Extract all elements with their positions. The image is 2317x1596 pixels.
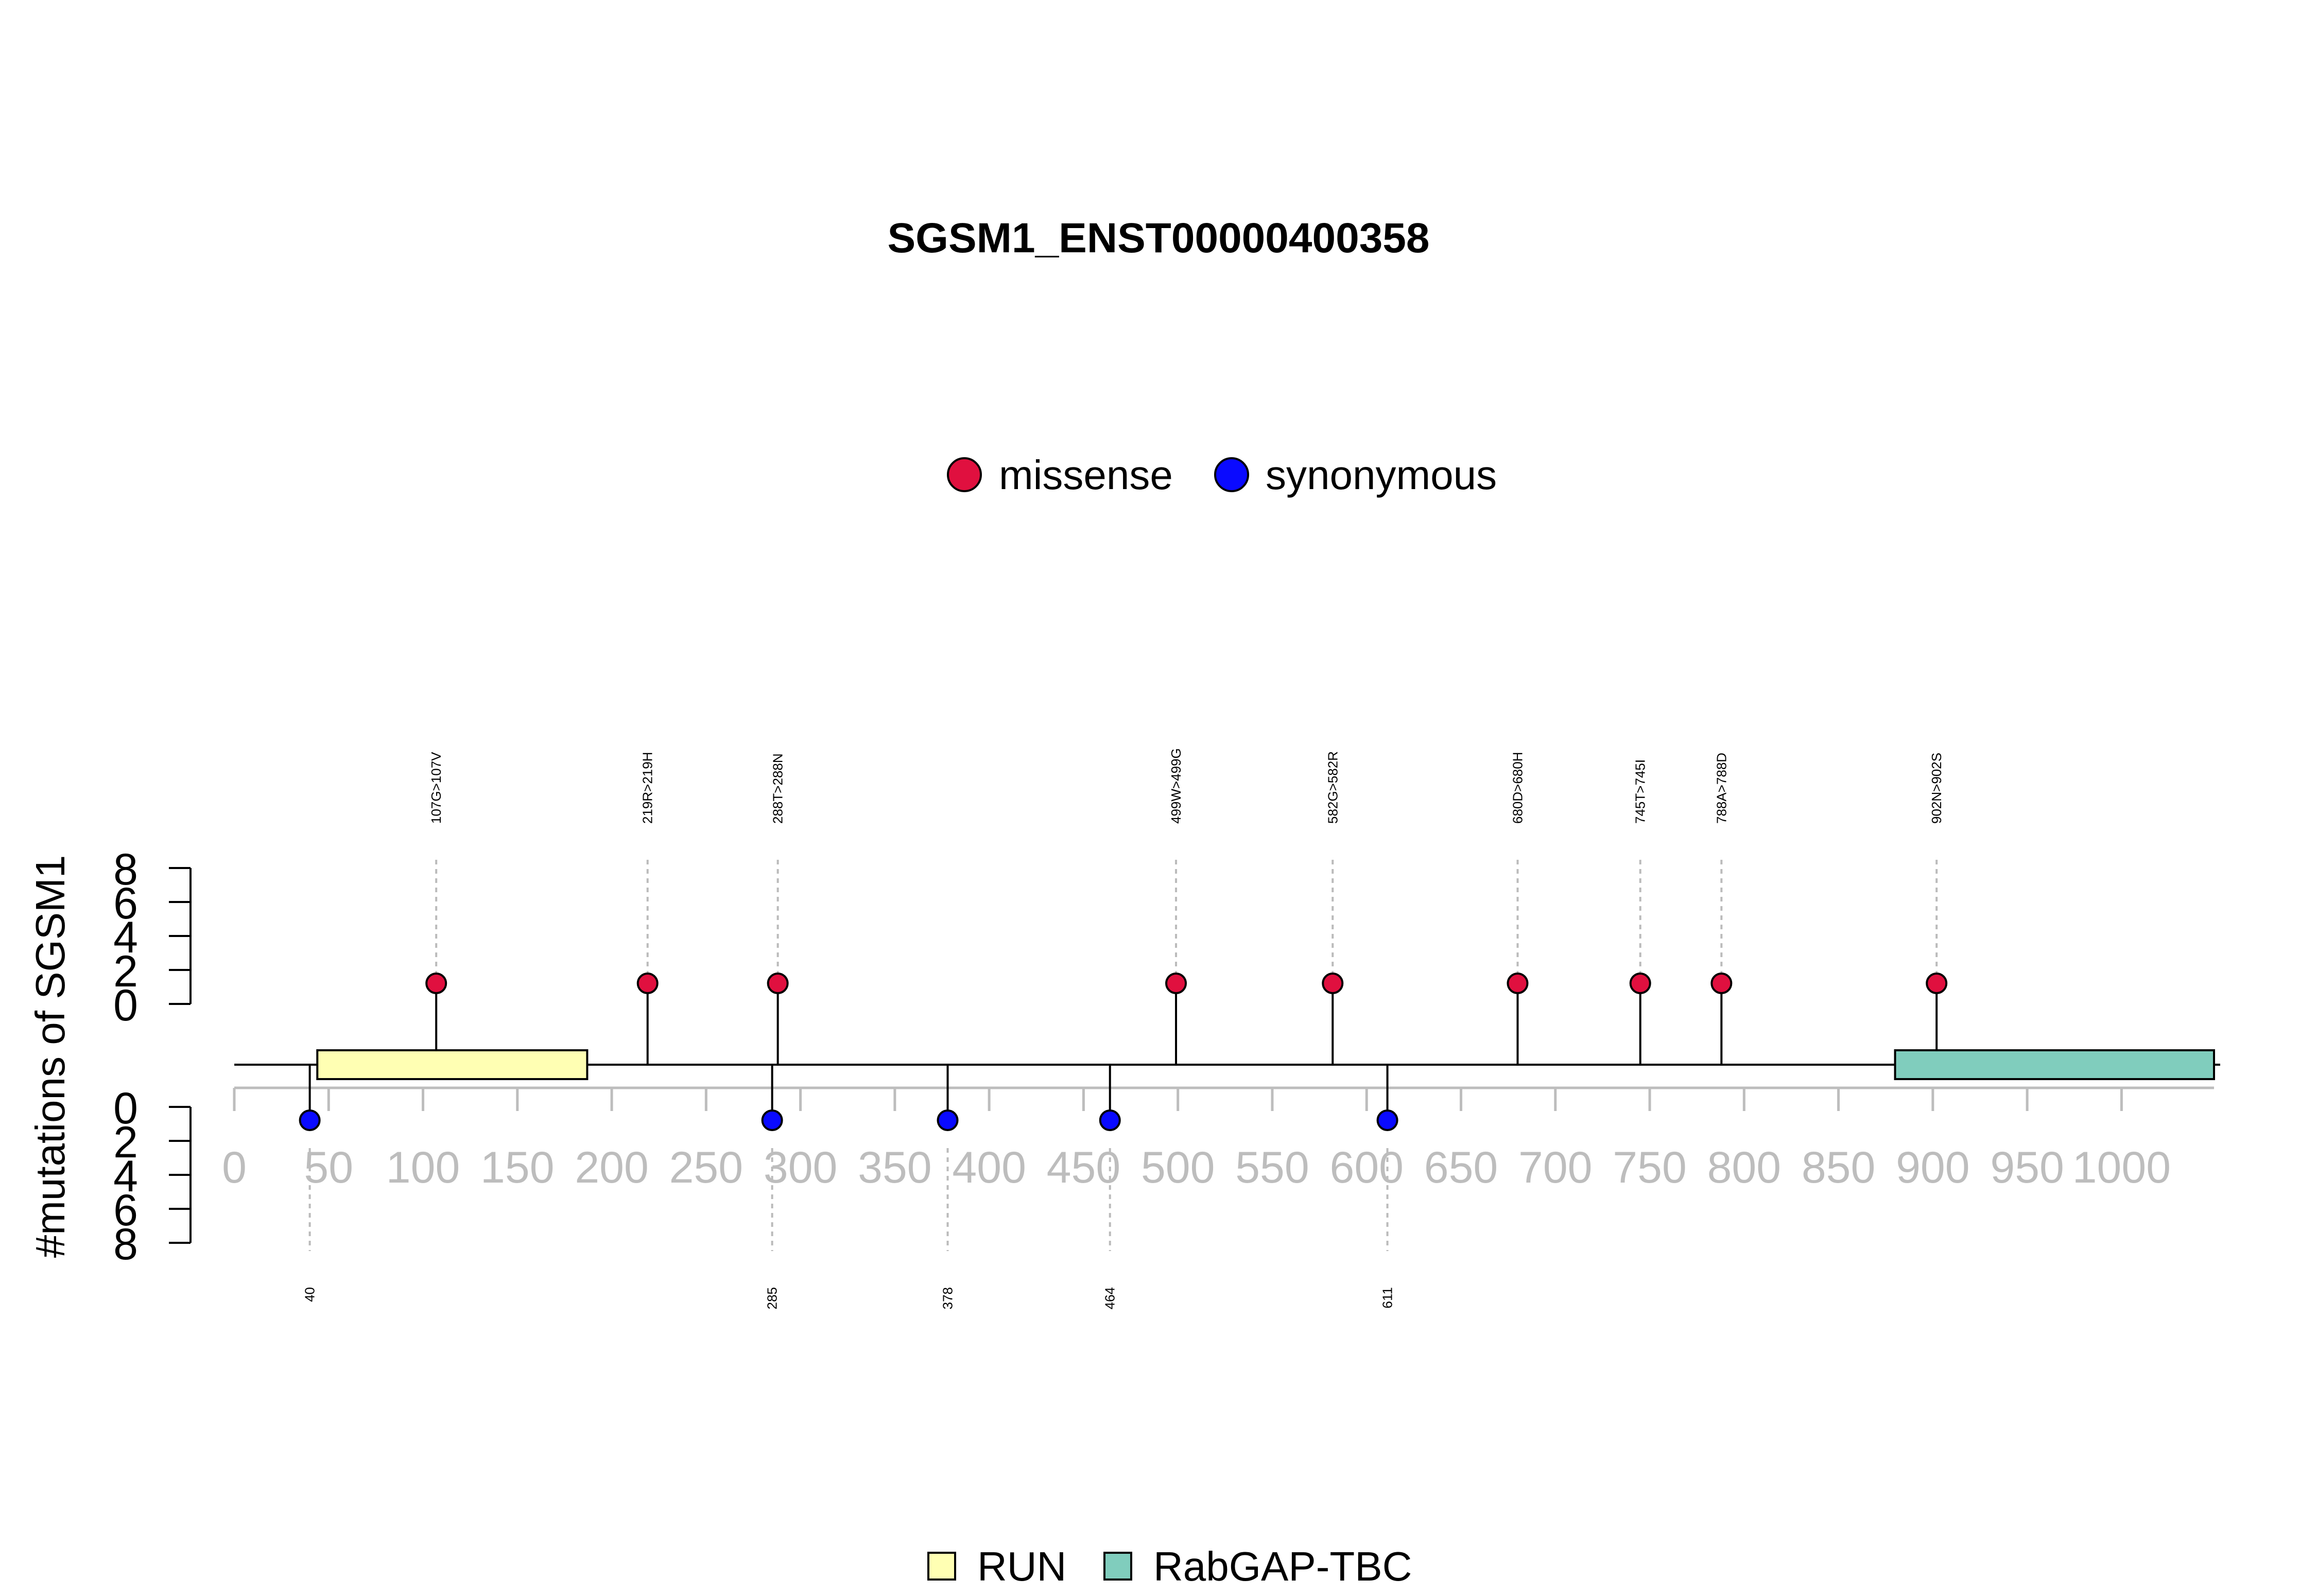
synonymous-point — [299, 1109, 321, 1131]
y-axis-label: #mutations of SGSM1 — [27, 855, 73, 1258]
x-tick-label: 650 — [1424, 1143, 1498, 1192]
mutation-legend: missense synonymous — [947, 452, 1497, 498]
synonymous-label: 40 — [302, 1287, 318, 1302]
x-tick-label: 300 — [764, 1143, 838, 1192]
legend-rabgap-tbc-swatch — [1103, 1552, 1132, 1581]
y-tick-label-upper: 0 — [113, 981, 138, 1030]
missense-label: 788A>788D — [1714, 753, 1729, 824]
y-tick-label-lower: 8 — [113, 1220, 138, 1269]
missense-point — [425, 973, 447, 994]
x-tick-label: 350 — [858, 1143, 932, 1192]
missense-label: 107G>107V — [428, 752, 444, 824]
x-tick-label: 600 — [1329, 1143, 1404, 1192]
y-tick-label-lower: 4 — [113, 1152, 138, 1201]
domain-legend: RUN RabGAP-TBC — [927, 1543, 1412, 1589]
missense-label: 288T>288N — [770, 753, 786, 824]
x-tick-label: 750 — [1613, 1143, 1687, 1192]
missense-point — [1165, 973, 1187, 994]
lollipop-heads — [299, 973, 1948, 1131]
x-axis: 0 50 100 150 200 250 300 350 400 450 500 550 600 650 7… — [222, 1086, 2214, 1192]
domain-rabgap-tbc — [1894, 1049, 2215, 1080]
x-tick-label: 850 — [1802, 1143, 1876, 1192]
x-tick-label: 200 — [575, 1143, 649, 1192]
missense-label: 499W>499G — [1168, 748, 1184, 824]
synonymous-point — [1376, 1109, 1398, 1131]
missense-label: 680D>680H — [1510, 752, 1525, 824]
missense-label: 219R>219H — [640, 752, 655, 824]
missense-point — [1507, 973, 1529, 994]
y-tick-label-upper: 4 — [113, 913, 138, 962]
y-tick-label-lower: 6 — [113, 1186, 138, 1235]
legend-missense-marker — [947, 457, 982, 492]
y-tick-label-upper: 6 — [113, 879, 138, 928]
x-tick-label: 150 — [480, 1143, 555, 1192]
missense-point — [636, 973, 659, 994]
y-tick-label-lower: 0 — [113, 1084, 138, 1133]
y-tick-label-upper: 2 — [113, 947, 138, 996]
missense-point — [1629, 973, 1651, 994]
missense-point — [1926, 973, 1948, 994]
x-tick-label: 800 — [1707, 1143, 1782, 1192]
legend-synonymous-label: synonymous — [1266, 452, 1497, 498]
x-tick-label: 900 — [1896, 1143, 1970, 1192]
x-tick-label: 250 — [669, 1143, 743, 1192]
missense-label: 582G>582R — [1325, 751, 1340, 824]
missense-point — [1710, 973, 1733, 994]
guide-lines — [308, 860, 1938, 1251]
y-tick-label-upper: 8 — [113, 845, 138, 894]
missense-label: 745T>745I — [1633, 759, 1648, 824]
missense-label: 902N>902S — [1929, 753, 1944, 824]
x-tick-label: 950 — [1990, 1143, 2064, 1192]
synonymous-label: 611 — [1380, 1287, 1395, 1308]
domain-run — [316, 1049, 589, 1080]
x-tick-label: 450 — [1047, 1143, 1121, 1192]
x-tick-label: 1000 — [2072, 1143, 2171, 1192]
synonymous-point — [937, 1109, 959, 1131]
legend-run-label: RUN — [977, 1543, 1066, 1589]
x-tick-label: 500 — [1141, 1143, 1215, 1192]
synonymous-point — [1099, 1109, 1121, 1131]
mutation-labels: 107G>107V 219R>219H 288T>288N 499W>499G 582G… — [302, 748, 1945, 1309]
y-tick-label-lower: 2 — [113, 1118, 138, 1167]
x-tick-label: 400 — [952, 1143, 1026, 1192]
legend-rabgap-tbc-label: RabGAP-TBC — [1153, 1543, 1412, 1589]
x-tick-label: 700 — [1518, 1143, 1593, 1192]
x-tick-label: 0 — [222, 1143, 247, 1192]
synonymous-label: 464 — [1102, 1287, 1118, 1309]
legend-missense-label: missense — [999, 452, 1173, 498]
legend-run-swatch — [927, 1552, 956, 1581]
synonymous-point — [761, 1109, 783, 1131]
domains — [316, 1049, 2215, 1080]
x-tick-label: 550 — [1235, 1143, 1309, 1192]
x-tick-label: 50 — [304, 1143, 353, 1192]
synonymous-label: 378 — [940, 1287, 956, 1309]
synonymous-label: 285 — [765, 1287, 780, 1309]
x-tick-label: 100 — [386, 1143, 460, 1192]
legend-synonymous-marker — [1214, 457, 1249, 492]
missense-point — [1322, 973, 1344, 994]
chart-title: SGSM1_ENST00000400358 — [887, 215, 1429, 262]
missense-point — [767, 973, 789, 994]
